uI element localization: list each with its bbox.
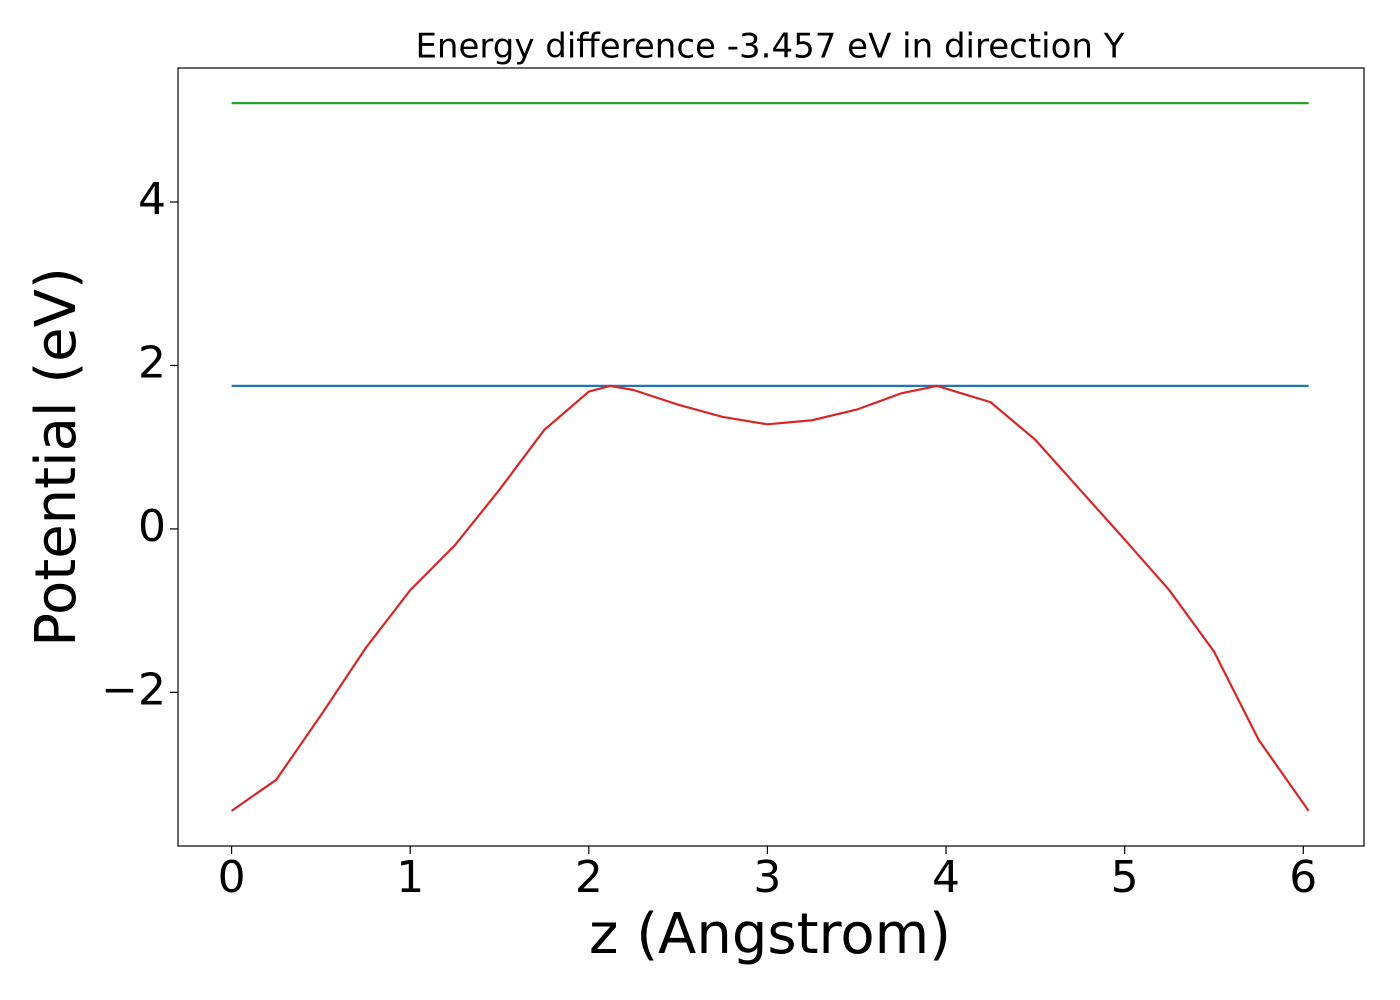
series-line: [230, 384, 1310, 812]
x-tick-label: 2: [575, 852, 603, 903]
x-tick-label: 3: [753, 852, 781, 903]
chart-title: Energy difference -3.457 eV in direction…: [415, 27, 1124, 67]
y-axis-label: Potential (eV): [24, 267, 89, 647]
y-tick-label: 2: [138, 337, 166, 388]
x-axis-label: z (Angstrom): [589, 902, 951, 967]
y-tick-label: 0: [138, 501, 166, 552]
x-tick-label: 5: [1111, 852, 1139, 903]
x-tick-label: 6: [1289, 852, 1317, 903]
y-tick-label: 4: [138, 174, 166, 225]
plot-frame: [177, 67, 1365, 847]
x-tick-label: 0: [218, 852, 246, 903]
y-tick-label: −2: [101, 664, 166, 715]
x-tick-label: 4: [932, 852, 960, 903]
x-tick-label: 1: [396, 852, 424, 903]
